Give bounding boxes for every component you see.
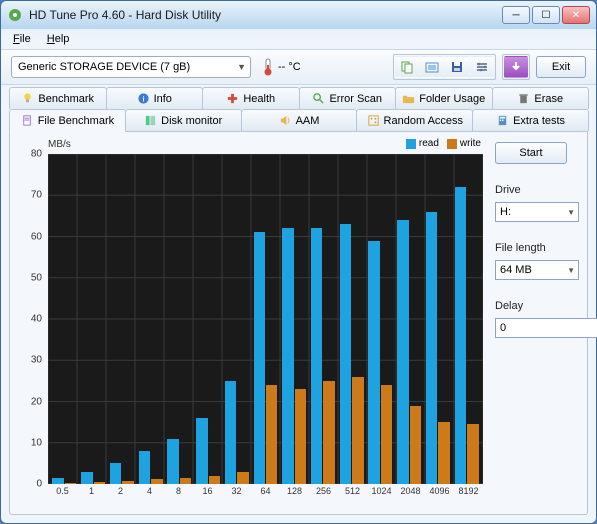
maximize-button[interactable]: ☐ <box>532 6 560 24</box>
menubar: File Help <box>1 29 596 49</box>
toolbar-buttons-2 <box>502 54 530 80</box>
filelen-label: File length <box>495 242 579 254</box>
exit-button[interactable]: Exit <box>536 56 586 78</box>
chart-bars <box>48 154 483 484</box>
legend-read: read <box>406 138 439 149</box>
chevron-down-icon: ▼ <box>567 266 575 275</box>
device-select[interactable]: Generic STORAGE DEVICE (7 gB) ▼ <box>11 56 251 78</box>
toolbar: Generic STORAGE DEVICE (7 gB) ▼ -- °C Ex… <box>1 49 596 85</box>
y-axis: 01020304050607080 <box>18 154 46 484</box>
tab-random-access[interactable]: Random Access <box>356 109 473 131</box>
chart-legend: read write <box>406 138 481 149</box>
save-button[interactable] <box>445 56 469 78</box>
delay-input[interactable]: ▲ ▼ <box>495 318 579 338</box>
menu-help[interactable]: Help <box>39 31 78 47</box>
thermometer-icon <box>261 58 275 76</box>
tab-aam[interactable]: AAM <box>241 109 358 131</box>
chevron-down-icon: ▼ <box>567 208 575 217</box>
tab-folder-usage[interactable]: Folder Usage <box>395 87 493 109</box>
tabs-row-2: File BenchmarkDisk monitorAAMRandom Acce… <box>9 109 588 131</box>
drive-select[interactable]: H: ▼ <box>495 202 579 222</box>
refresh-button[interactable] <box>504 56 528 78</box>
tab-info[interactable]: iInfo <box>106 87 204 109</box>
options-button[interactable] <box>470 56 494 78</box>
temp-value: -- <box>278 61 285 73</box>
delay-label: Delay <box>495 300 579 312</box>
window-controls: ─ ☐ ✕ <box>502 6 590 24</box>
menu-file[interactable]: File <box>5 31 39 47</box>
app-icon <box>7 7 23 23</box>
toolbar-buttons <box>393 54 496 80</box>
tab-erase[interactable]: Erase <box>492 87 590 109</box>
tab-health[interactable]: Health <box>202 87 300 109</box>
controls-panel: Start Drive H: ▼ File length 64 MB ▼ Del… <box>495 140 579 506</box>
chart-plot <box>48 154 483 484</box>
copy-button[interactable] <box>395 56 419 78</box>
chevron-down-icon: ▼ <box>237 62 246 72</box>
tab-error-scan[interactable]: Error Scan <box>299 87 397 109</box>
temperature: -- °C <box>261 58 301 76</box>
svg-text:i: i <box>142 94 144 103</box>
y-axis-unit: MB/s <box>48 139 71 150</box>
tabs-row-1: BenchmarkiInfoHealthError ScanFolder Usa… <box>9 87 588 109</box>
drive-label: Drive <box>495 184 579 196</box>
tab-area: BenchmarkiInfoHealthError ScanFolder Usa… <box>1 85 596 523</box>
minimize-button[interactable]: ─ <box>502 6 530 24</box>
tab-extra-tests[interactable]: Extra tests <box>472 109 589 131</box>
start-button[interactable]: Start <box>495 142 567 164</box>
chart: MB/s read write 01020304050607080 0.5124… <box>18 140 487 506</box>
screenshot-button[interactable] <box>420 56 444 78</box>
filelen-select[interactable]: 64 MB ▼ <box>495 260 579 280</box>
tab-disk-monitor[interactable]: Disk monitor <box>125 109 242 131</box>
tab-file-benchmark[interactable]: File Benchmark <box>9 109 126 132</box>
tab-content: MB/s read write 01020304050607080 0.5124… <box>9 131 588 515</box>
close-button[interactable]: ✕ <box>562 6 590 24</box>
window-title: HD Tune Pro 4.60 - Hard Disk Utility <box>29 8 502 22</box>
temp-unit: °C <box>288 61 300 73</box>
titlebar[interactable]: HD Tune Pro 4.60 - Hard Disk Utility ─ ☐… <box>1 1 596 29</box>
device-value: Generic STORAGE DEVICE (7 gB) <box>18 61 190 73</box>
legend-write: write <box>447 138 481 149</box>
app-window: HD Tune Pro 4.60 - Hard Disk Utility ─ ☐… <box>0 0 597 524</box>
x-axis: 0.512481632641282565121024204840968192 <box>48 486 483 506</box>
delay-field[interactable] <box>495 318 597 338</box>
tab-benchmark[interactable]: Benchmark <box>9 87 107 109</box>
